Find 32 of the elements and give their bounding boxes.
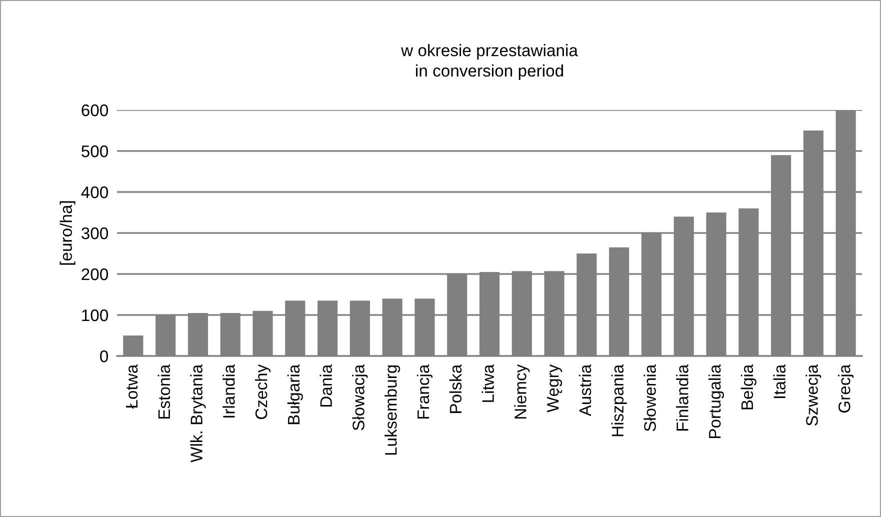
x-tick-label: Austria (578, 364, 592, 416)
y-tick-label: 400 (81, 186, 108, 198)
x-tick-label: Italia (773, 364, 786, 398)
x-tick-label: Węgry (547, 364, 562, 412)
x-tick-label: Bułgaria (287, 364, 303, 424)
x-tick-label: Portugalia (708, 364, 724, 438)
y-tick-label: 100 (82, 309, 108, 322)
x-tick-label: Dania (320, 364, 332, 407)
y-tick-label: 0 (100, 350, 108, 362)
x-tick-label: Wlk. Brytania (190, 364, 206, 462)
x-tick-label: Słowenia (644, 364, 656, 432)
x-tick-label: Hiszpania (611, 364, 627, 436)
x-tick-label: Słowacja (352, 364, 368, 430)
y-tick-label: 200 (82, 268, 108, 280)
y-tick-label: 600 (82, 104, 108, 116)
x-tick-label: Czechy (254, 364, 271, 420)
x-tick-label: Francja (416, 364, 432, 419)
y-tick-label: 300 (81, 227, 108, 240)
y-axis-title: [euro/ha] (60, 201, 76, 265)
x-tick-label: Litwa (482, 364, 494, 402)
x-tick-label: Estonia (158, 364, 170, 419)
chart-title: w okresie przestawiania in conversion period (401, 44, 578, 80)
x-tick-label: Łotwa (126, 364, 138, 409)
x-tick-label: Finlandia (676, 364, 688, 431)
x-tick-label: Belgia (740, 364, 756, 410)
x-tick-label: Szwecja (806, 364, 822, 426)
x-tick-label: Polska (449, 364, 462, 413)
x-tick-label: Grecja (838, 364, 854, 413)
x-tick-label: Niemcy (514, 364, 530, 419)
x-tick-label: Luksemburg (384, 365, 400, 455)
x-tick-label: Irlandia (222, 364, 235, 418)
y-tick-label: 500 (82, 145, 108, 158)
